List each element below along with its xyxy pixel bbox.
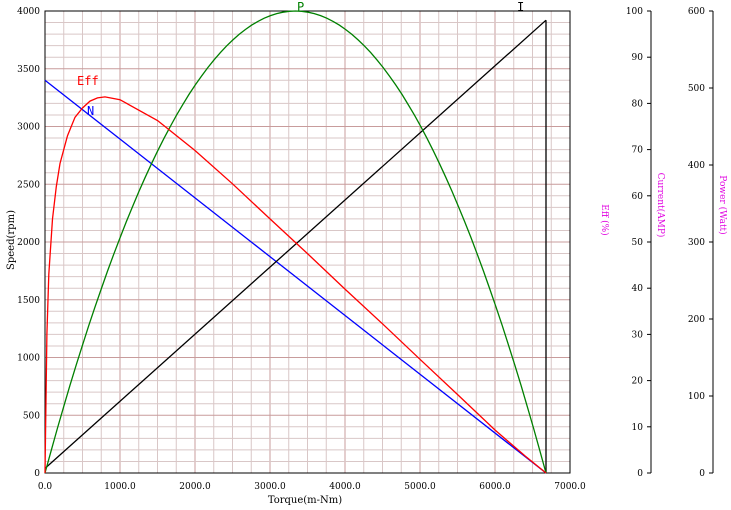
- y-tick-label: 1500: [17, 296, 40, 306]
- y-tick-label: 3500: [17, 65, 40, 75]
- secondary-tick-label: 600: [688, 7, 705, 17]
- plot-grid: [45, 11, 570, 473]
- secondary-tick-label: 30: [632, 330, 644, 340]
- x-tick-label: 1000.0: [104, 482, 136, 492]
- series-lines: [44, 10, 547, 474]
- secondary-tick-label: 100: [626, 7, 643, 17]
- secondary-tick-label: 500: [688, 84, 705, 94]
- secondary-axis-title: Current(AMP): [655, 173, 666, 238]
- secondary-tick-label: 80: [632, 99, 644, 109]
- secondary-axis-title: Eff (%): [599, 204, 610, 235]
- secondary-axis-title: Power (Watt): [717, 175, 728, 234]
- y-tick-label: 0: [34, 469, 40, 479]
- y-tick-label: 500: [23, 411, 40, 421]
- y-tick-label: 4000: [17, 7, 40, 17]
- x-tick-label: 2000.0: [179, 482, 211, 492]
- secondary-axes: 0 10 20 30 40 50 60 70 80 90 100 Eff (%) Current(AMP…: [599, 7, 728, 479]
- series-line-eff: [44, 96, 547, 474]
- x-tick-label: 3000.0: [254, 482, 286, 492]
- y-tick-label: 2500: [17, 180, 40, 190]
- x-tick-label: 5000.0: [404, 482, 436, 492]
- series-label-eff: Eff: [77, 74, 99, 88]
- y-tick-labels: 0 500 1000 1500 2000 2500 3000 3500 4000: [17, 7, 40, 479]
- series-label-n: N: [87, 104, 94, 118]
- secondary-tick-label: 400: [688, 161, 705, 171]
- secondary-tick-label: 100: [688, 392, 705, 402]
- secondary-tick-label: 300: [688, 238, 705, 248]
- series-line-n: [44, 79, 547, 474]
- series-line-i: [44, 19, 547, 469]
- secondary-tick-label: 200: [688, 315, 705, 325]
- x-tick-label: 4000.0: [329, 482, 361, 492]
- secondary-tick-label: 10: [632, 423, 644, 433]
- x-tick-labels: 0.0 1000.0 2000.0 3000.0 4000.0 5000.0 6000.0 7…: [38, 482, 586, 492]
- secondary-tick-label: 60: [632, 192, 644, 202]
- y-axis-title: Speed(rpm): [6, 210, 17, 270]
- x-tick-label: 7000.0: [554, 482, 586, 492]
- secondary-tick-label: 0: [699, 469, 705, 479]
- y-tick-label: 2000: [17, 238, 40, 248]
- secondary-tick-label: 70: [632, 146, 644, 156]
- x-tick-label: 0.0: [38, 482, 53, 492]
- series-line-p: [44, 10, 547, 474]
- series-labels: N I P Eff: [77, 0, 524, 118]
- x-axis-title: Torque(m-Nm): [268, 495, 342, 506]
- secondary-tick-label: 0: [637, 469, 643, 479]
- y-tick-label: 1000: [17, 354, 40, 364]
- secondary-tick-label: 20: [632, 377, 644, 387]
- plot-frame: [44, 10, 571, 474]
- secondary-tick-label: 90: [632, 53, 644, 63]
- series-label-i: I: [517, 0, 524, 14]
- x-tick-label: 6000.0: [479, 482, 511, 492]
- series-label-p: P: [297, 0, 304, 14]
- secondary-tick-label: 40: [632, 284, 644, 294]
- y-tick-label: 3000: [17, 123, 40, 133]
- secondary-tick-label: 50: [632, 238, 644, 248]
